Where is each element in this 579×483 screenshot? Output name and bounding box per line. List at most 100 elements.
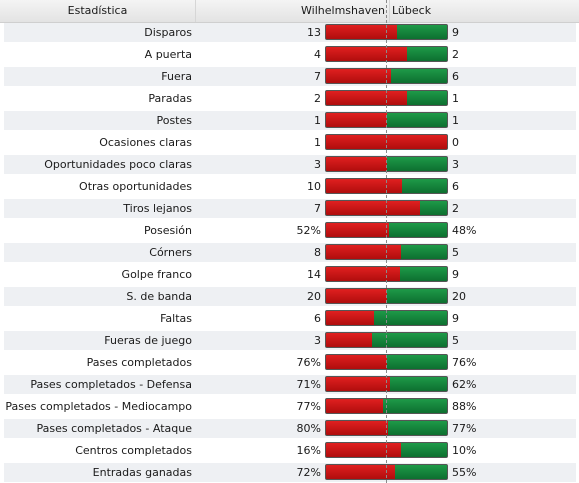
away-bar-segment: [401, 443, 447, 457]
home-bar-segment: [326, 47, 407, 61]
home-value: 6: [314, 312, 321, 325]
away-bar-segment: [407, 91, 447, 105]
home-value: 76%: [296, 356, 321, 369]
away-bar-segment: [372, 333, 447, 347]
home-value: 1: [314, 136, 321, 149]
away-value: 5: [452, 334, 459, 347]
away-value: 1: [452, 92, 459, 105]
stat-label: Centros completados: [75, 444, 192, 457]
away-value: 77%: [452, 422, 477, 435]
away-bar-segment: [402, 179, 447, 193]
stat-label: Fueras de juego: [104, 334, 192, 347]
table-row: Fuera 7 6: [4, 67, 576, 86]
table-row: Golpe franco 14 9: [4, 265, 576, 284]
table-row: Entradas ganadas 72% 55%: [4, 463, 576, 482]
stat-label: Córners: [149, 246, 192, 259]
table-row: Pases completados - Mediocampo 77% 88%: [4, 397, 576, 416]
home-value: 7: [314, 202, 321, 215]
home-value: 7: [314, 70, 321, 83]
table-row: Pases completados - Defensa 71% 62%: [4, 375, 576, 394]
away-value: 88%: [452, 400, 477, 413]
home-bar-segment: [326, 201, 420, 215]
away-value: 9: [452, 312, 459, 325]
table-row: Centros completados 16% 10%: [4, 441, 576, 460]
column-header-stat[interactable]: Estadística: [0, 0, 196, 22]
away-bar-segment: [383, 399, 447, 413]
away-bar-segment: [388, 421, 447, 435]
table-row: Otras oportunidades 10 6: [4, 177, 576, 196]
home-value: 77%: [296, 400, 321, 413]
table-row: Disparos 13 9: [4, 23, 576, 42]
home-value: 8: [314, 246, 321, 259]
home-bar-segment: [326, 333, 372, 347]
away-value: 2: [452, 48, 459, 61]
table-row: Paradas 2 1: [4, 89, 576, 108]
table-row: S. de banda 20 20: [4, 287, 576, 306]
center-divider: [386, 0, 387, 483]
away-bar-segment: [397, 25, 447, 39]
stat-label: Entradas ganadas: [92, 466, 192, 479]
stat-label: A puerta: [144, 48, 192, 61]
table-row: Tiros lejanos 7 2: [4, 199, 576, 218]
away-bar-segment: [400, 267, 447, 281]
stat-label: Ocasiones claras: [99, 136, 192, 149]
away-bar-segment: [390, 377, 447, 391]
home-value: 80%: [296, 422, 321, 435]
away-value: 10%: [452, 444, 477, 457]
away-value: 55%: [452, 466, 477, 479]
home-bar-segment: [326, 399, 383, 413]
home-bar-segment: [326, 311, 374, 325]
table-header: Estadística Wilhelmshaven Lübeck: [0, 0, 579, 23]
column-header-home-team[interactable]: Wilhelmshaven: [301, 4, 385, 17]
stat-label: Tiros lejanos: [123, 202, 192, 215]
away-value: 6: [452, 180, 459, 193]
away-bar-segment: [387, 157, 447, 171]
home-bar-segment: [326, 91, 407, 105]
home-bar-segment: [326, 25, 397, 39]
home-value: 16%: [296, 444, 321, 457]
home-value: 3: [314, 158, 321, 171]
home-value: 71%: [296, 378, 321, 391]
home-value: 13: [307, 26, 321, 39]
away-value: 2: [452, 202, 459, 215]
home-bar-segment: [326, 157, 387, 171]
stat-label: Oportunidades poco claras: [44, 158, 192, 171]
home-bar-segment: [326, 245, 401, 259]
home-value: 3: [314, 334, 321, 347]
stat-label: Disparos: [144, 26, 192, 39]
away-bar-segment: [374, 311, 447, 325]
away-value: 48%: [452, 224, 477, 237]
away-value: 0: [452, 136, 459, 149]
home-bar-segment: [326, 443, 401, 457]
stat-label: Paradas: [148, 92, 192, 105]
away-bar-segment: [391, 69, 447, 83]
table-row: Faltas 6 9: [4, 309, 576, 328]
home-bar-segment: [326, 223, 389, 237]
table-row: Córners 8 5: [4, 243, 576, 262]
home-value: 1: [314, 114, 321, 127]
stat-label: Postes: [156, 114, 192, 127]
stat-label: S. de banda: [126, 290, 192, 303]
table-row: Fueras de juego 3 5: [4, 331, 576, 350]
away-bar-segment: [395, 465, 447, 479]
table-row: Posesión 52% 48%: [4, 221, 576, 240]
home-value: 72%: [296, 466, 321, 479]
home-value: 52%: [296, 224, 321, 237]
away-value: 5: [452, 246, 459, 259]
table-row: Oportunidades poco claras 3 3: [4, 155, 576, 174]
home-bar-segment: [326, 289, 387, 303]
away-value: 76%: [452, 356, 477, 369]
column-header-away-team[interactable]: Lübeck: [389, 0, 579, 22]
home-bar-segment: [326, 421, 388, 435]
stat-label: Pases completados - Defensa: [30, 378, 192, 391]
table-row: Pases completados - Ataque 80% 77%: [4, 419, 576, 438]
stat-label: Pases completados - Mediocampo: [5, 400, 192, 413]
home-bar-segment: [326, 179, 402, 193]
away-value: 20: [452, 290, 466, 303]
comparison-bar: [325, 420, 448, 436]
stat-label: Otras oportunidades: [79, 180, 192, 193]
table-row: Postes 1 1: [4, 111, 576, 130]
home-bar-segment: [326, 113, 387, 127]
home-bar-segment: [326, 267, 400, 281]
